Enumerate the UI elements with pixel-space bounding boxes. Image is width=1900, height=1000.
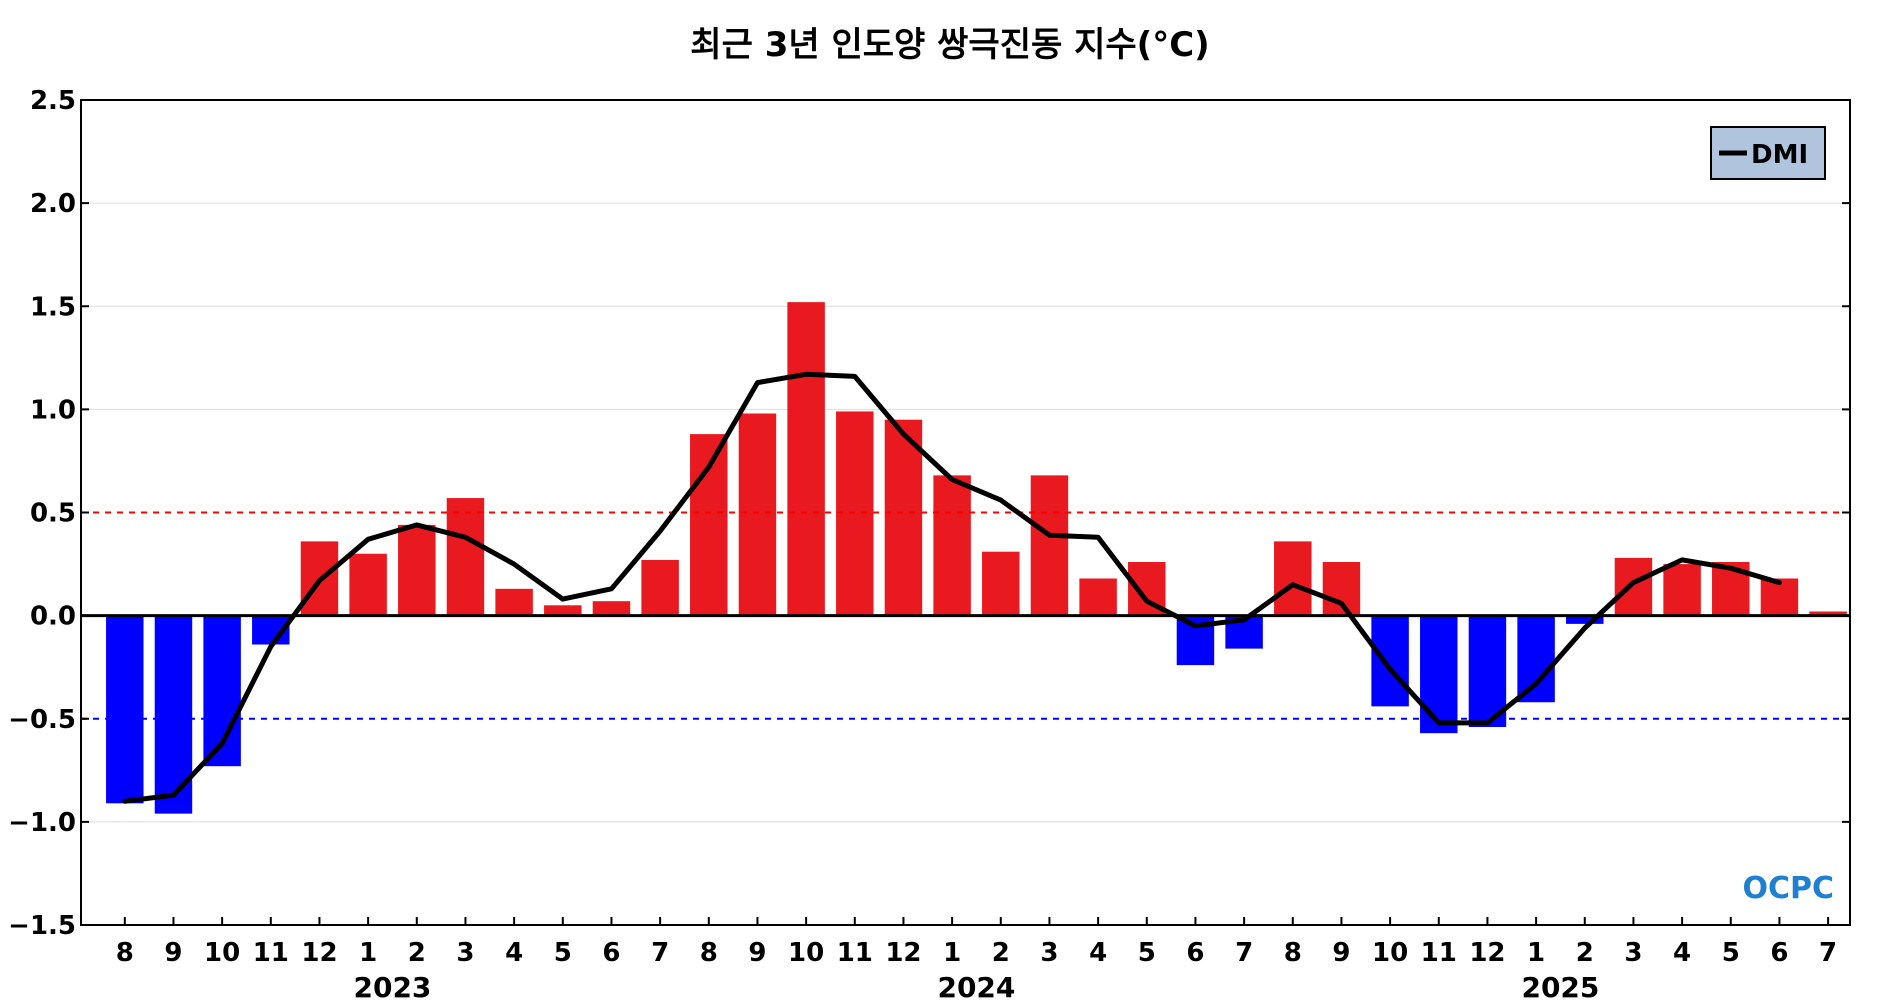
bar (690, 434, 728, 616)
bars (81, 302, 1850, 814)
x-tick-label: 12 (1469, 938, 1505, 968)
x-tick-label: 2 (1576, 938, 1594, 968)
bar (738, 413, 777, 616)
x-tick-label: 4 (505, 938, 523, 968)
bar (641, 559, 679, 616)
bar (1809, 611, 1847, 616)
x-tick-label: 9 (1332, 938, 1350, 968)
bar (1566, 615, 1604, 624)
x-tick-label: 11 (837, 938, 873, 968)
x-tick-label: 2 (992, 938, 1010, 968)
y-tick-label: −1.0 (8, 808, 76, 838)
x-tick-label: 7 (1819, 938, 1837, 968)
x-tick-label: 8 (1284, 938, 1302, 968)
bar (1371, 615, 1409, 707)
bar (884, 419, 923, 616)
bar (933, 475, 971, 616)
ocpc-logo: OCPC (1742, 871, 1834, 906)
bar (1274, 541, 1312, 616)
y-tick-label: −0.5 (8, 705, 76, 735)
x-tick-label: 5 (1722, 938, 1740, 968)
legend-dmi-label: DMI (1751, 140, 1808, 170)
y-tick-label: −1.5 (8, 911, 76, 941)
x-tick-label: 12 (885, 938, 921, 968)
year-labels: 2023 2024 2025 (353, 971, 1599, 1000)
x-tick-label: 1 (1527, 938, 1545, 968)
year-label: 2025 (1521, 971, 1599, 1000)
bar (349, 553, 387, 616)
bar (446, 498, 485, 616)
bar (592, 601, 631, 616)
y-tick-label: 2.0 (30, 189, 76, 219)
x-tick-label: 4 (1673, 938, 1691, 968)
x-tick-label: 5 (554, 938, 572, 968)
x-tick-label: 5 (1138, 938, 1156, 968)
x-tick-label: 6 (1770, 938, 1788, 968)
x-tick-label: 4 (1089, 938, 1107, 968)
bar (106, 615, 144, 804)
bar (1517, 615, 1555, 703)
x-tick-label: 3 (456, 938, 474, 968)
y-tick-label: 0.5 (30, 499, 76, 529)
bar (544, 605, 582, 616)
x-tick-label: 3 (1624, 938, 1642, 968)
y-axis-ticks: 2.5 2.0 1.5 1.0 0.5 0.0 −0.5 −1.0 −1.5 (8, 86, 1850, 941)
year-label: 2023 (353, 971, 431, 1000)
dmi-line-layer (122, 371, 1782, 804)
bar (836, 411, 874, 616)
x-tick-label: 9 (748, 938, 766, 968)
y-tick-label: 0.0 (30, 602, 76, 632)
x-tick-label: 6 (1186, 938, 1204, 968)
x-axis-ticks: 8 9 10 11 12 1 2 3 4 5 6 7 8 9 10 11 12 1 2 3 4 5 6 7 8 9 10 11 12 1 2… (116, 917, 1837, 968)
x-tick-label: 9 (164, 938, 182, 968)
chart-title: 최근 3년 인도양 쌍극진동 지수(°C) (690, 25, 1209, 65)
x-tick-label: 6 (602, 938, 620, 968)
x-tick-label: 7 (651, 938, 669, 968)
bar (787, 302, 825, 616)
bar (1420, 615, 1458, 734)
y-tick-label: 1.0 (30, 395, 76, 425)
x-tick-label: 10 (204, 938, 240, 968)
y-tick-label: 1.5 (30, 292, 76, 322)
x-tick-label: 3 (1040, 938, 1058, 968)
x-tick-label: 10 (788, 938, 824, 968)
legend: DMI (1710, 126, 1826, 180)
x-tick-label: 8 (700, 938, 718, 968)
x-tick-label: 10 (1372, 938, 1408, 968)
x-tick-label: 11 (253, 938, 289, 968)
bar (982, 551, 1020, 616)
year-label: 2024 (937, 971, 1015, 1000)
x-tick-label: 1 (943, 938, 961, 968)
bar (1663, 564, 1701, 616)
bar (495, 588, 533, 616)
bar (1614, 557, 1653, 616)
bar (1322, 562, 1361, 616)
bar (398, 524, 436, 616)
bar (1468, 615, 1507, 727)
x-tick-label: 2 (408, 938, 426, 968)
x-tick-label: 7 (1235, 938, 1253, 968)
x-tick-label: 11 (1421, 938, 1457, 968)
x-tick-label: 12 (301, 938, 337, 968)
y-tick-label: 2.5 (30, 86, 76, 116)
x-tick-label: 1 (359, 938, 377, 968)
x-tick-label: 8 (116, 938, 134, 968)
bar (1079, 578, 1117, 616)
bar (1030, 475, 1069, 616)
dmi-line (122, 371, 1782, 804)
